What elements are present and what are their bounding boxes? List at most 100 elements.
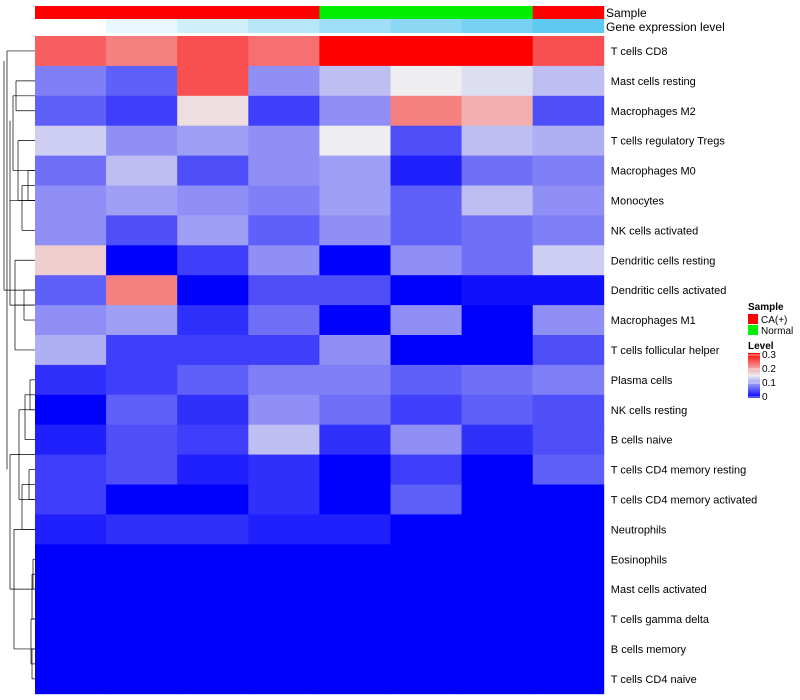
row-label: Mast cells resting bbox=[611, 76, 696, 88]
heatmap-cell bbox=[390, 663, 462, 695]
heatmap-cell bbox=[390, 394, 462, 426]
heatmap-cell bbox=[390, 634, 462, 665]
heatmap-cell bbox=[106, 275, 178, 306]
row-label: T cells follicular helper bbox=[611, 345, 720, 357]
heatmap-cell bbox=[461, 454, 534, 485]
gene-expression-annotation-cell bbox=[248, 19, 320, 33]
heatmap-cell bbox=[319, 574, 391, 605]
heatmap-cell bbox=[461, 335, 534, 366]
sample-annotation-cell bbox=[248, 6, 320, 19]
heatmap-cell bbox=[319, 544, 391, 575]
gene-expression-annotation-cell bbox=[319, 19, 391, 33]
heatmap-cell bbox=[532, 65, 605, 97]
heatmap-cell bbox=[106, 364, 178, 396]
heatmap-cell bbox=[319, 155, 391, 186]
heatmap-cell bbox=[248, 634, 320, 665]
heatmap-cell bbox=[461, 275, 534, 306]
heatmap-cell bbox=[461, 185, 534, 216]
heatmap-cell bbox=[177, 305, 249, 336]
row-label: Eosinophils bbox=[611, 554, 668, 566]
heatmap-cell bbox=[461, 305, 534, 336]
legend-tick-label: 0.3 bbox=[762, 350, 776, 361]
heatmap-cell bbox=[461, 424, 534, 455]
heatmap-cell bbox=[106, 95, 178, 127]
heatmap-cell bbox=[319, 364, 391, 396]
heatmap-cell bbox=[319, 245, 391, 276]
heatmap-cell bbox=[248, 424, 320, 455]
heatmap-cell bbox=[461, 514, 534, 545]
heatmap-cell bbox=[390, 185, 462, 216]
heatmap-cell bbox=[390, 604, 462, 635]
heatmap-cell bbox=[106, 604, 178, 635]
heatmap-cell bbox=[461, 155, 534, 186]
heatmap-cell bbox=[248, 364, 320, 396]
heatmap-cell bbox=[390, 155, 462, 186]
heatmap-cell bbox=[248, 394, 320, 426]
sample-annotation-cell bbox=[461, 6, 534, 19]
gene-expression-annotation-cell bbox=[35, 19, 107, 33]
heatmap-cell bbox=[532, 604, 605, 635]
heatmap-cell bbox=[177, 574, 249, 605]
heatmap-cells bbox=[35, 36, 605, 695]
heatmap-cell bbox=[532, 484, 605, 515]
heatmap-cell bbox=[106, 394, 178, 426]
heatmap-cell bbox=[106, 454, 178, 485]
heatmap-cell bbox=[248, 305, 320, 336]
heatmap-cell bbox=[390, 514, 462, 545]
gene-expression-annotation-label: Gene expression level bbox=[606, 20, 725, 34]
gene-expression-annotation-cell bbox=[106, 19, 178, 33]
heatmap-cell bbox=[106, 185, 178, 216]
row-label: T cells CD4 memory resting bbox=[611, 465, 747, 477]
heatmap-cell bbox=[35, 544, 107, 575]
heatmap-cell bbox=[35, 454, 107, 485]
heatmap-cell bbox=[461, 663, 534, 695]
heatmap-cell bbox=[532, 185, 605, 216]
heatmap-cell bbox=[248, 95, 320, 127]
heatmap-cell bbox=[177, 424, 249, 455]
heatmap-cell bbox=[532, 394, 605, 426]
row-labels: T cells CD8 Mast cells resting Macrophages… bbox=[611, 46, 758, 686]
sample-annotation-cell bbox=[390, 6, 462, 19]
heatmap-cell bbox=[177, 544, 249, 575]
heatmap-cell bbox=[177, 604, 249, 635]
heatmap-cell bbox=[177, 245, 249, 276]
gene-expression-annotation-cell bbox=[532, 19, 605, 33]
heatmap-cell bbox=[319, 65, 391, 97]
legend-tick-label: 0.1 bbox=[762, 378, 776, 389]
heatmap-cell bbox=[248, 484, 320, 515]
heatmap-cell bbox=[35, 424, 107, 455]
heatmap-cell bbox=[319, 36, 391, 67]
heatmap-cell bbox=[532, 275, 605, 306]
heatmap-cell bbox=[248, 514, 320, 545]
heatmap-cell bbox=[390, 65, 462, 97]
heatmap-cell bbox=[319, 604, 391, 635]
legend-sample-title: Sample bbox=[748, 302, 784, 313]
row-label: T cells regulatory Tregs bbox=[611, 136, 726, 148]
sample-annotation-cell bbox=[532, 6, 605, 19]
heatmap-cell bbox=[532, 335, 605, 366]
legend-label-normal: Normal bbox=[761, 326, 793, 337]
heatmap-cell bbox=[390, 574, 462, 605]
heatmap-cell bbox=[177, 514, 249, 545]
heatmap-cell bbox=[35, 663, 107, 695]
heatmap-cell bbox=[35, 36, 107, 67]
heatmap-cell bbox=[461, 574, 534, 605]
heatmap-cell bbox=[390, 305, 462, 336]
heatmap-cell bbox=[390, 36, 462, 67]
heatmap-cell bbox=[319, 185, 391, 216]
heatmap-cell bbox=[177, 125, 249, 156]
row-label: Dendritic cells activated bbox=[611, 285, 727, 297]
heatmap-cell bbox=[461, 634, 534, 665]
gene-expression-annotation-cell bbox=[390, 19, 462, 33]
heatmap-cell bbox=[532, 95, 605, 127]
heatmap-cell bbox=[390, 544, 462, 575]
heatmap-cell bbox=[106, 245, 178, 276]
heatmap-cell bbox=[319, 454, 391, 485]
row-label: T cells gamma delta bbox=[611, 614, 710, 626]
heatmap-cell bbox=[461, 65, 534, 97]
heatmap-cell bbox=[390, 275, 462, 306]
heatmap-cell bbox=[532, 544, 605, 575]
heatmap-cell bbox=[319, 514, 391, 545]
heatmap-cell bbox=[532, 245, 605, 276]
